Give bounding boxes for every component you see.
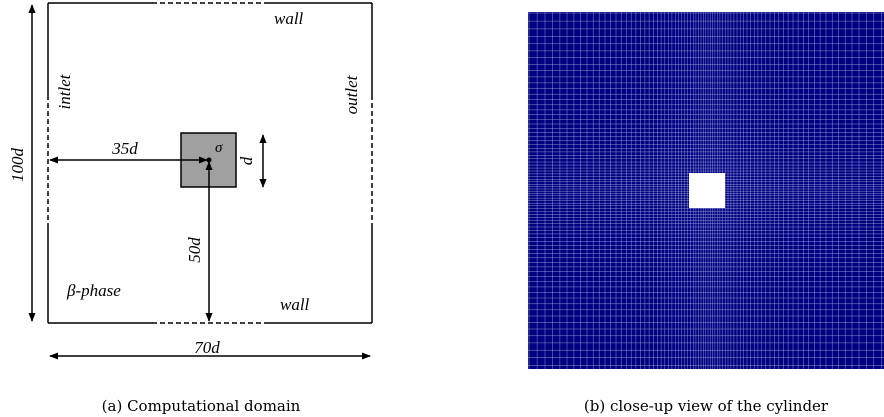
inlet-label: intlet (55, 73, 74, 109)
phase-label: β-phase (66, 281, 121, 300)
cylinder-hole (689, 173, 725, 208)
sigma-label: σ (215, 140, 223, 156)
cylinder-center-dot (206, 157, 212, 163)
height-label: 100d (8, 148, 27, 183)
wall-top-label: wall (274, 9, 304, 28)
width-label: 70d (194, 338, 220, 357)
panel-a-domain: wall wall intlet outlet 100d 70d 35d 50d… (8, 2, 373, 415)
wall-bottom-label: wall (280, 295, 310, 314)
y-offset-label: 50d (185, 237, 204, 263)
caption-a: (a) Computational domain (102, 397, 301, 415)
x-offset-label: 35d (111, 139, 138, 158)
panel-b-mesh: (b) close-up view of the cylinder (528, 12, 884, 415)
caption-b: (b) close-up view of the cylinder (584, 397, 829, 415)
cylinder-size-label: d (237, 156, 256, 165)
outlet-label: outlet (342, 74, 361, 114)
